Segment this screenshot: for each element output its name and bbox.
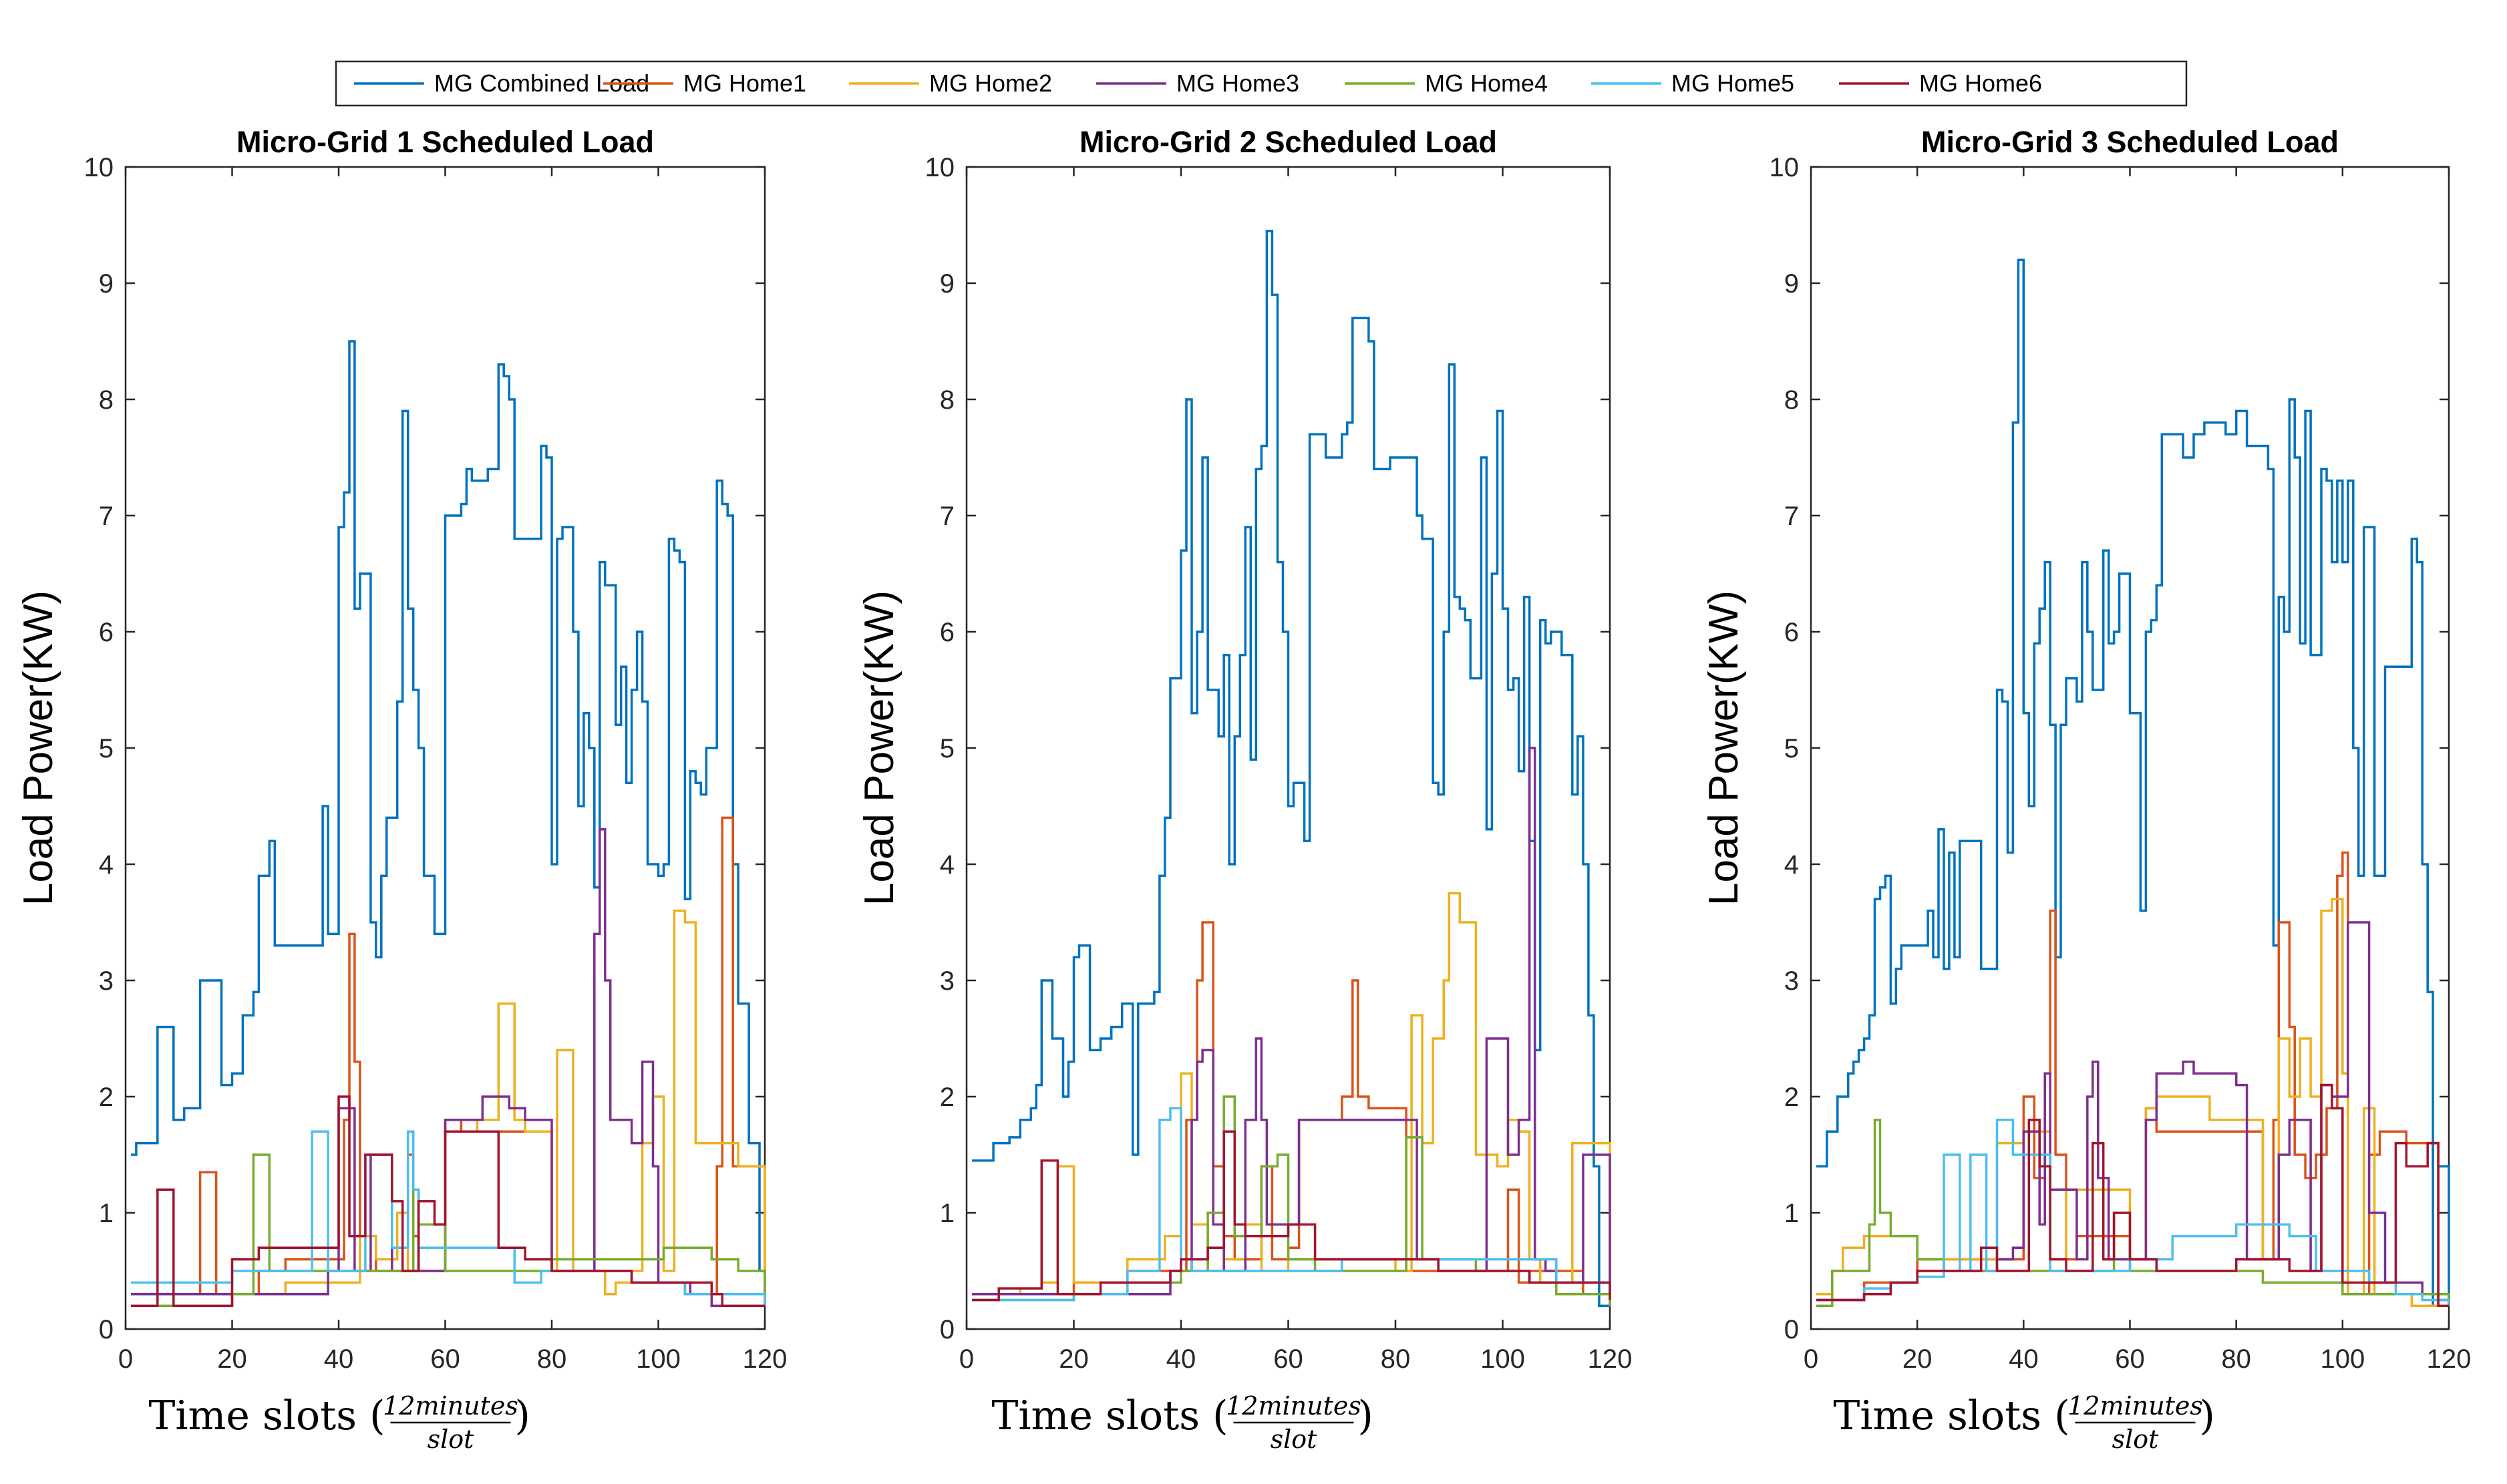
- series-line-mg-home3: [1816, 921, 2450, 1306]
- series-line-mg-home6: [972, 1130, 1611, 1302]
- series-line-mg-home6: [1816, 1083, 2449, 1307]
- x-tick-label: 0: [959, 1344, 974, 1374]
- x-tick-label: 100: [2320, 1344, 2365, 1374]
- y-tick-label: 0: [99, 1315, 114, 1344]
- y-tick-label: 7: [99, 502, 114, 531]
- y-tick-label: 9: [1784, 269, 1799, 299]
- series-line-mg-home6: [131, 1095, 765, 1307]
- x-tick-label: 80: [1381, 1344, 1411, 1374]
- x-tick-label: 20: [1902, 1344, 1933, 1374]
- x-axis-label: Time slots (12minutes slot): [1833, 1391, 2215, 1454]
- x-axis-label-numerator: 12minutes: [1226, 1391, 1361, 1421]
- x-tick-label: 120: [1588, 1344, 1633, 1374]
- legend-label: MG Home2: [929, 69, 1052, 97]
- subplot-title: Micro-Grid 2 Scheduled Load: [1079, 125, 1497, 159]
- x-tick-label: 100: [636, 1344, 681, 1374]
- y-tick-label: 10: [84, 153, 114, 182]
- x-tick-label: 80: [537, 1344, 567, 1374]
- y-tick-label: 7: [1784, 502, 1799, 531]
- legend-label: MG Home1: [683, 69, 806, 97]
- y-tick-label: 0: [940, 1315, 955, 1344]
- x-axis-label: Time slots (12minutes slot): [991, 1391, 1373, 1454]
- x-tick-label: 40: [324, 1344, 354, 1374]
- x-tick-label: 40: [1166, 1344, 1196, 1374]
- x-axis-label-text: Time slots (: [148, 1393, 385, 1439]
- y-tick-label: 10: [925, 153, 955, 182]
- series-line-mg-combined-load: [131, 340, 765, 1272]
- x-tick-label: 60: [2115, 1344, 2145, 1374]
- y-tick-label: 5: [1784, 734, 1799, 763]
- y-tick-label: 3: [99, 966, 114, 996]
- y-tick-label: 1: [940, 1199, 955, 1228]
- legend-label: MG Home6: [1919, 69, 2042, 97]
- series-line-mg-home5: [1816, 1119, 2450, 1306]
- x-tick-label: 60: [1273, 1344, 1303, 1374]
- y-tick-label: 2: [99, 1083, 114, 1112]
- x-tick-label: 120: [2427, 1344, 2472, 1374]
- y-tick-label: 6: [1784, 618, 1799, 647]
- x-axis-label-close: ): [1358, 1393, 1373, 1439]
- x-axis-label-numerator: 12minutes: [383, 1391, 518, 1421]
- y-tick-label: 4: [99, 850, 114, 880]
- subplot-title: Micro-Grid 1 Scheduled Load: [236, 125, 654, 159]
- y-axis-label: Load Power(KW): [1701, 590, 1747, 906]
- y-axis-label: Load Power(KW): [856, 590, 902, 906]
- y-tick-label: 9: [940, 269, 955, 299]
- y-tick-label: 1: [99, 1199, 114, 1228]
- series-line-mg-home5: [972, 1107, 1611, 1302]
- x-axis-label-text: Time slots (: [991, 1393, 1228, 1439]
- y-tick-label: 8: [940, 385, 955, 415]
- series-line-mg-home4: [131, 1153, 766, 1307]
- y-tick-label: 9: [99, 269, 114, 299]
- x-tick-label: 20: [217, 1344, 247, 1374]
- y-tick-label: 0: [1784, 1315, 1799, 1344]
- series-line-mg-combined-load: [972, 229, 1610, 1307]
- x-axis-label: Time slots (12minutes slot): [148, 1391, 530, 1454]
- series-line-mg-combined-load: [1816, 258, 2450, 1307]
- y-tick-label: 10: [1770, 153, 1800, 182]
- x-axis-label-close: ): [2200, 1393, 2215, 1439]
- x-tick-label: 0: [118, 1344, 133, 1374]
- legend-label: MG Home4: [1425, 69, 1548, 97]
- x-tick-label: 40: [2009, 1344, 2039, 1374]
- x-axis-label-denominator: slot: [428, 1425, 475, 1454]
- legend: MG Combined Load MG Home1 MG Home2 MG Home3…: [335, 60, 2188, 107]
- y-tick-label: 2: [1784, 1083, 1799, 1112]
- x-axis-label-text: Time slots (: [1833, 1393, 2069, 1439]
- legend-label: MG Home3: [1176, 69, 1299, 97]
- y-tick-label: 5: [940, 734, 955, 763]
- x-tick-label: 80: [2221, 1344, 2251, 1374]
- y-tick-label: 5: [99, 734, 114, 763]
- x-axis-label-close: ): [515, 1393, 530, 1439]
- subplot-title: Micro-Grid 3 Scheduled Load: [1921, 125, 2339, 159]
- x-axis-label-denominator: slot: [2112, 1425, 2160, 1454]
- x-tick-label: 100: [1480, 1344, 1525, 1374]
- y-tick-label: 4: [940, 850, 955, 880]
- y-tick-label: 3: [940, 966, 955, 996]
- x-axis-label-numerator: 12minutes: [2067, 1391, 2203, 1421]
- y-tick-label: 8: [99, 385, 114, 415]
- y-tick-label: 8: [1784, 385, 1799, 415]
- y-tick-label: 3: [1784, 966, 1799, 996]
- y-tick-label: 4: [1784, 850, 1799, 880]
- y-tick-label: 1: [1784, 1199, 1799, 1228]
- y-tick-label: 6: [940, 618, 955, 647]
- y-axis-label: Load Power(KW): [15, 590, 61, 906]
- y-tick-label: 2: [940, 1083, 955, 1112]
- x-tick-label: 120: [743, 1344, 788, 1374]
- x-axis-label-denominator: slot: [1271, 1425, 1318, 1454]
- y-tick-label: 7: [940, 502, 955, 531]
- y-tick-label: 6: [99, 618, 114, 647]
- x-tick-label: 20: [1059, 1344, 1089, 1374]
- x-tick-label: 60: [430, 1344, 460, 1374]
- legend-label: MG Home5: [1671, 69, 1794, 97]
- x-tick-label: 0: [1804, 1344, 1818, 1374]
